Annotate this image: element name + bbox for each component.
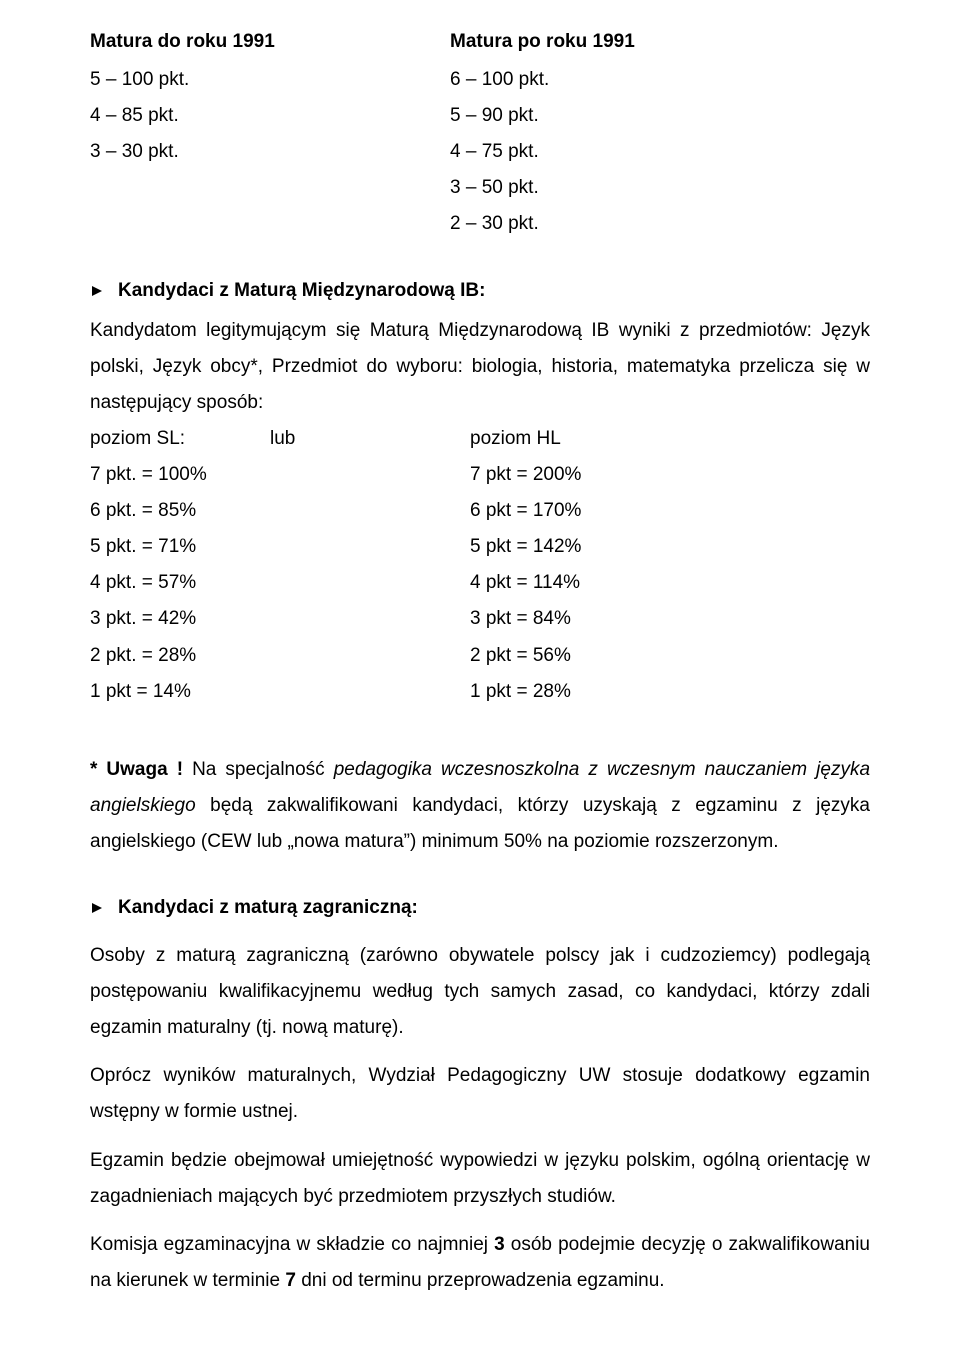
uwaga-note: * Uwaga ! Na specjalność pedagogika wcze… [90, 752, 870, 860]
foreign-p4-bold1: 3 [494, 1234, 505, 1255]
conversion-row: 7 pkt. = 100% 7 pkt = 200% [90, 457, 870, 493]
foreign-heading-row: Kandydaci z maturą zagraniczną: [90, 890, 870, 926]
foreign-p4-c: dni od terminu przeprowadzenia egzaminu. [296, 1270, 665, 1291]
ib-heading-row: Kandydaci z Maturą Międzynarodową IB: [90, 273, 870, 309]
points-left-cell: 3 – 30 pkt. [90, 134, 450, 170]
points-header-right: Matura po roku 1991 [450, 24, 635, 60]
conversion-sl-cell: 3 pkt. = 42% [90, 601, 270, 637]
conversion-hl-cell: 6 pkt = 170% [470, 493, 581, 529]
ib-heading: Kandydaci z Maturą Międzynarodową IB: [118, 273, 485, 309]
foreign-paragraph-4: Komisja egzaminacyjna w składzie co najm… [90, 1227, 870, 1299]
conversion-row: 4 pkt. = 57% 4 pkt = 114% [90, 565, 870, 601]
conversion-spacer [270, 638, 470, 674]
points-row: 3 – 30 pkt.4 – 75 pkt. [90, 134, 870, 170]
conversion-spacer [270, 457, 470, 493]
conversion-row: 3 pkt. = 42% 3 pkt = 84% [90, 601, 870, 637]
conversion-hl-cell: 5 pkt = 142% [470, 529, 581, 565]
foreign-paragraph-3: Egzamin będzie obejmował umiejętność wyp… [90, 1143, 870, 1215]
sl-label: poziom SL: [90, 421, 270, 457]
uwaga-prefix: * Uwaga ! [90, 759, 183, 780]
conversion-sl-cell: 7 pkt. = 100% [90, 457, 270, 493]
conversion-spacer [270, 529, 470, 565]
conversion-row: 1 pkt = 14% 1 pkt = 28% [90, 674, 870, 710]
conversion-hl-cell: 7 pkt = 200% [470, 457, 581, 493]
conversion-spacer [270, 674, 470, 710]
conversion-sl-cell: 2 pkt. = 28% [90, 638, 270, 674]
points-left-cell: 4 – 85 pkt. [90, 98, 450, 134]
conversion-sl-cell: 4 pkt. = 57% [90, 565, 270, 601]
points-right-cell: 4 – 75 pkt. [450, 134, 539, 170]
points-left-cell: 5 – 100 pkt. [90, 62, 450, 98]
points-right-cell: 3 – 50 pkt. [450, 170, 539, 206]
uwaga-tail: będą zakwalifikowani kandydaci, którzy u… [90, 795, 870, 852]
points-row: 2 – 30 pkt. [90, 206, 870, 242]
foreign-p4-bold2: 7 [285, 1270, 296, 1291]
points-right-cell: 5 – 90 pkt. [450, 98, 539, 134]
points-row: 5 – 100 pkt.6 – 100 pkt. [90, 62, 870, 98]
arrow-right-icon [90, 890, 118, 926]
points-row: 4 – 85 pkt.5 – 90 pkt. [90, 98, 870, 134]
foreign-paragraph-2: Oprócz wyników maturalnych, Wydział Peda… [90, 1058, 870, 1130]
points-left-cell [90, 206, 450, 242]
conversion-sl-cell: 5 pkt. = 71% [90, 529, 270, 565]
points-rows: 5 – 100 pkt.6 – 100 pkt.4 – 85 pkt.5 – 9… [90, 62, 870, 242]
points-left-cell [90, 170, 450, 206]
conversion-spacer [270, 601, 470, 637]
points-right-cell: 6 – 100 pkt. [450, 62, 549, 98]
conversion-hl-cell: 1 pkt = 28% [470, 674, 571, 710]
uwaga-lead: Na specjalność [183, 759, 334, 780]
conversion-hl-cell: 2 pkt = 56% [470, 638, 571, 674]
points-header-left: Matura do roku 1991 [90, 24, 450, 60]
conversion-spacer [270, 493, 470, 529]
conversion-spacer [270, 565, 470, 601]
foreign-paragraph-1: Osoby z maturą zagraniczną (zarówno obyw… [90, 938, 870, 1046]
conversion-row: 5 pkt. = 71% 5 pkt = 142% [90, 529, 870, 565]
conversion-hl-cell: 4 pkt = 114% [470, 565, 580, 601]
conversion-sl-cell: 1 pkt = 14% [90, 674, 270, 710]
arrow-right-icon [90, 273, 118, 309]
points-header-row: Matura do roku 1991 Matura po roku 1991 [90, 24, 870, 60]
page-container: Matura do roku 1991 Matura po roku 1991 … [0, 0, 960, 1359]
lub-label: lub [270, 421, 470, 457]
ib-paragraph: Kandydatom legitymującym się Maturą Międ… [90, 313, 870, 421]
foreign-heading: Kandydaci z maturą zagraniczną: [118, 890, 418, 926]
points-right-cell: 2 – 30 pkt. [450, 206, 539, 242]
conversion-sl-cell: 6 pkt. = 85% [90, 493, 270, 529]
conversion-row: 6 pkt. = 85% 6 pkt = 170% [90, 493, 870, 529]
foreign-p4-a: Komisja egzaminacyjna w składzie co najm… [90, 1234, 494, 1255]
conversion-row: 2 pkt. = 28% 2 pkt = 56% [90, 638, 870, 674]
hl-label: poziom HL [470, 421, 561, 457]
points-row: 3 – 50 pkt. [90, 170, 870, 206]
conversion-rows: 7 pkt. = 100%7 pkt = 200%6 pkt. = 85%6 p… [90, 457, 870, 710]
conversion-header: poziom SL: lub poziom HL [90, 421, 870, 457]
conversion-hl-cell: 3 pkt = 84% [470, 601, 571, 637]
